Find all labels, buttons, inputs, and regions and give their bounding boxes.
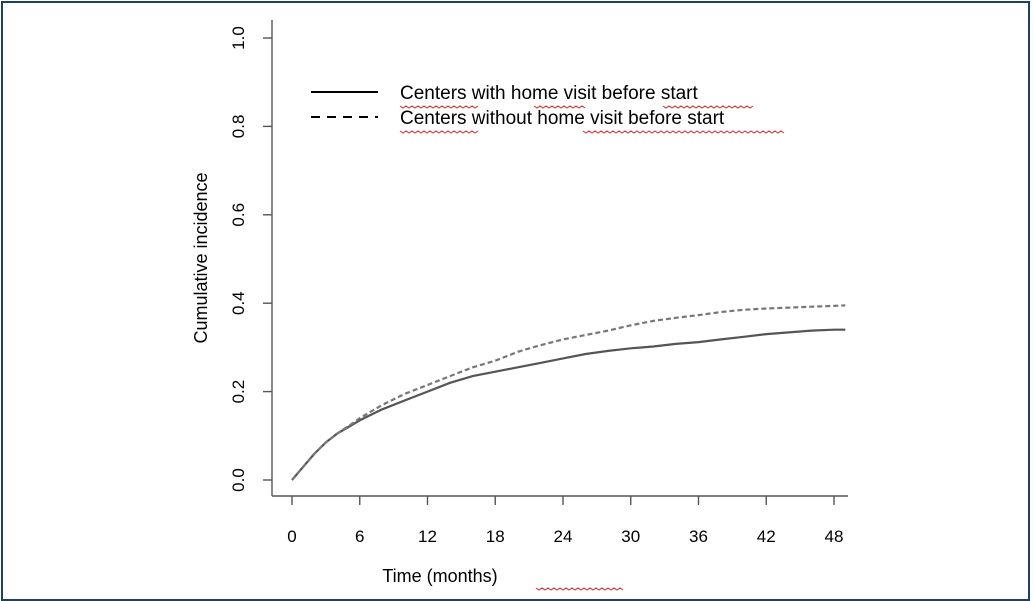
legend-label-2: Centers without home visit before start [400,108,725,129]
y-tick-label: 0.2 [229,380,248,404]
y-tick-label: 1.0 [229,26,248,50]
x-tick-label: 6 [355,527,364,546]
x-tick-label: 18 [486,527,505,546]
y-axis-title: Cumulative incidence [191,172,211,343]
series-layer [291,304,846,481]
y-tick-label: 0.4 [229,291,248,315]
series-line-1 [291,328,846,481]
x-tick-label: 12 [418,527,437,546]
x-axis-title: Time (months) [382,566,497,586]
spellcheck-underline [533,105,586,109]
spellcheck-underline [399,105,479,109]
axes: 0.0 0.2 0.4 0.6 0.8 1.0 0 6 12 18 24 30 36 42 48 [229,20,848,591]
x-tick-label: 36 [689,527,708,546]
spellcheck-underline [662,105,754,109]
y-tick-label: 0.6 [229,203,248,227]
x-tick-label: 30 [621,527,640,546]
spellcheck-underline [582,130,785,134]
x-tick-label: 0 [287,527,296,546]
legend: Centers with home visit before start Cent… [311,83,785,134]
spellcheck-underline [535,587,624,591]
x-tick-label: 24 [554,527,573,546]
x-tick-label: 42 [757,527,776,546]
series-line-2 [291,304,846,481]
x-tick-label: 48 [825,527,844,546]
legend-label-1: Centers with home visit before start [400,83,699,104]
y-tick-label: 0.8 [229,115,248,139]
spellcheck-underline [399,130,479,134]
y-tick-label: 0.0 [229,468,248,492]
